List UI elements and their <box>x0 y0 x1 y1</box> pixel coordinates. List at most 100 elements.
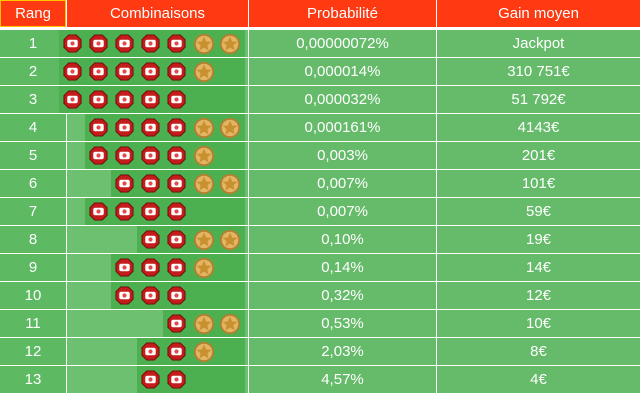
rang-cell: 4 <box>0 114 66 141</box>
lottery-ball-icon <box>141 174 160 193</box>
probabilite-cell: 4,57% <box>249 366 436 393</box>
probabilite-cell: 0,14% <box>249 254 436 281</box>
gain-cell: 12€ <box>437 282 640 309</box>
probabilite-cell: 0,007% <box>249 170 436 197</box>
lottery-ball-icon <box>141 62 160 81</box>
lottery-ball-icon <box>115 118 134 137</box>
gain-cell: 10€ <box>437 310 640 337</box>
lottery-ball-icon <box>167 174 186 193</box>
lottery-ball-icon <box>63 34 82 53</box>
probabilite-cell: 0,007% <box>249 198 436 225</box>
rang-cell: 9 <box>0 254 66 281</box>
lucky-star-icon <box>193 229 215 251</box>
probabilite-cell: 0,000014% <box>249 58 436 85</box>
combinaison-cell <box>67 142 248 169</box>
combinaison-cell <box>67 338 248 365</box>
gain-cell: 310 751€ <box>437 58 640 85</box>
lottery-ball-icon <box>141 258 160 277</box>
lottery-ball-icon <box>167 258 186 277</box>
combinaison-cell <box>67 198 248 225</box>
probabilite-cell: 0,53% <box>249 310 436 337</box>
combination-icons <box>89 114 245 141</box>
lottery-ball-icon <box>115 286 134 305</box>
lottery-ball-icon <box>115 34 134 53</box>
table-header: Rang Combinaisons Probabilité Gain moyen <box>0 0 640 27</box>
lucky-star-icon <box>219 313 241 335</box>
combination-icons <box>89 142 219 169</box>
lottery-ball-icon <box>89 146 108 165</box>
combination-icons <box>63 58 219 85</box>
combination-icons <box>167 310 245 337</box>
lottery-ball-icon <box>89 118 108 137</box>
header-rang: Rang <box>0 0 66 27</box>
lottery-ball-icon <box>167 370 186 389</box>
gain-cell: 19€ <box>437 226 640 253</box>
lucky-star-icon <box>219 229 241 251</box>
lottery-ball-icon <box>141 34 160 53</box>
lucky-star-icon <box>219 173 241 195</box>
lucky-star-icon <box>193 117 215 139</box>
rang-cell: 5 <box>0 142 66 169</box>
lottery-ball-icon <box>63 90 82 109</box>
rang-cell: 12 <box>0 338 66 365</box>
gain-cell: 59€ <box>437 198 640 225</box>
probabilite-cell: 2,03% <box>249 338 436 365</box>
combination-band <box>85 114 245 141</box>
gain-cell: Jackpot <box>437 30 640 57</box>
rang-cell: 10 <box>0 282 66 309</box>
rang-cell: 11 <box>0 310 66 337</box>
combination-band <box>85 198 245 225</box>
table-row: 3 0,000032% 51 792€ <box>0 86 640 113</box>
lottery-ball-icon <box>115 62 134 81</box>
gain-cell: 8€ <box>437 338 640 365</box>
combination-icons <box>115 254 219 281</box>
lottery-ball-icon <box>115 202 134 221</box>
lucky-star-icon <box>219 117 241 139</box>
combination-icons <box>89 198 193 225</box>
table-row: 10 0,32% 12€ <box>0 282 640 309</box>
lottery-ball-icon <box>167 34 186 53</box>
combinaison-cell <box>59 30 248 57</box>
table-row: 2 0,000014% 310 751€ <box>0 58 640 85</box>
rang-cell: 8 <box>0 226 66 253</box>
combination-icons <box>115 170 245 197</box>
probabilite-cell: 0,10% <box>249 226 436 253</box>
header-combinaisons: Combinaisons <box>67 0 248 27</box>
lottery-ball-icon <box>115 90 134 109</box>
table-row: 6 0,007% 101€ <box>0 170 640 197</box>
table-row: 11 0,53% 10€ <box>0 310 640 337</box>
lottery-ball-icon <box>167 342 186 361</box>
table-row: 4 0,000161% 4143€ <box>0 114 640 141</box>
lottery-ball-icon <box>141 118 160 137</box>
lottery-ball-icon <box>167 314 186 333</box>
combination-icons <box>115 282 193 309</box>
table-row: 5 0,003% 201€ <box>0 142 640 169</box>
gain-cell: 101€ <box>437 170 640 197</box>
lottery-ball-icon <box>167 202 186 221</box>
probabilite-cell: 0,003% <box>249 142 436 169</box>
lucky-star-icon <box>193 33 215 55</box>
combinaison-cell <box>59 86 248 113</box>
lucky-star-icon <box>193 341 215 363</box>
probabilite-cell: 0,32% <box>249 282 436 309</box>
lottery-ball-icon <box>63 62 82 81</box>
combinaison-cell <box>67 170 248 197</box>
lottery-ball-icon <box>167 90 186 109</box>
gain-cell: 14€ <box>437 254 640 281</box>
lottery-ball-icon <box>141 90 160 109</box>
lottery-ball-icon <box>89 34 108 53</box>
combination-icons <box>63 86 193 113</box>
lottery-ball-icon <box>141 146 160 165</box>
probabilite-cell: 0,000161% <box>249 114 436 141</box>
rang-cell: 6 <box>0 170 66 197</box>
gain-cell: 4€ <box>437 366 640 393</box>
combination-band <box>85 142 245 169</box>
table-row: 7 0,007% 59€ <box>0 198 640 225</box>
table-row: 12 2,03% 8€ <box>0 338 640 365</box>
lottery-ball-icon <box>141 230 160 249</box>
probabilite-cell: 0,00000072% <box>249 30 436 57</box>
lottery-ball-icon <box>89 202 108 221</box>
gain-cell: 4143€ <box>437 114 640 141</box>
combinaison-cell <box>67 254 248 281</box>
